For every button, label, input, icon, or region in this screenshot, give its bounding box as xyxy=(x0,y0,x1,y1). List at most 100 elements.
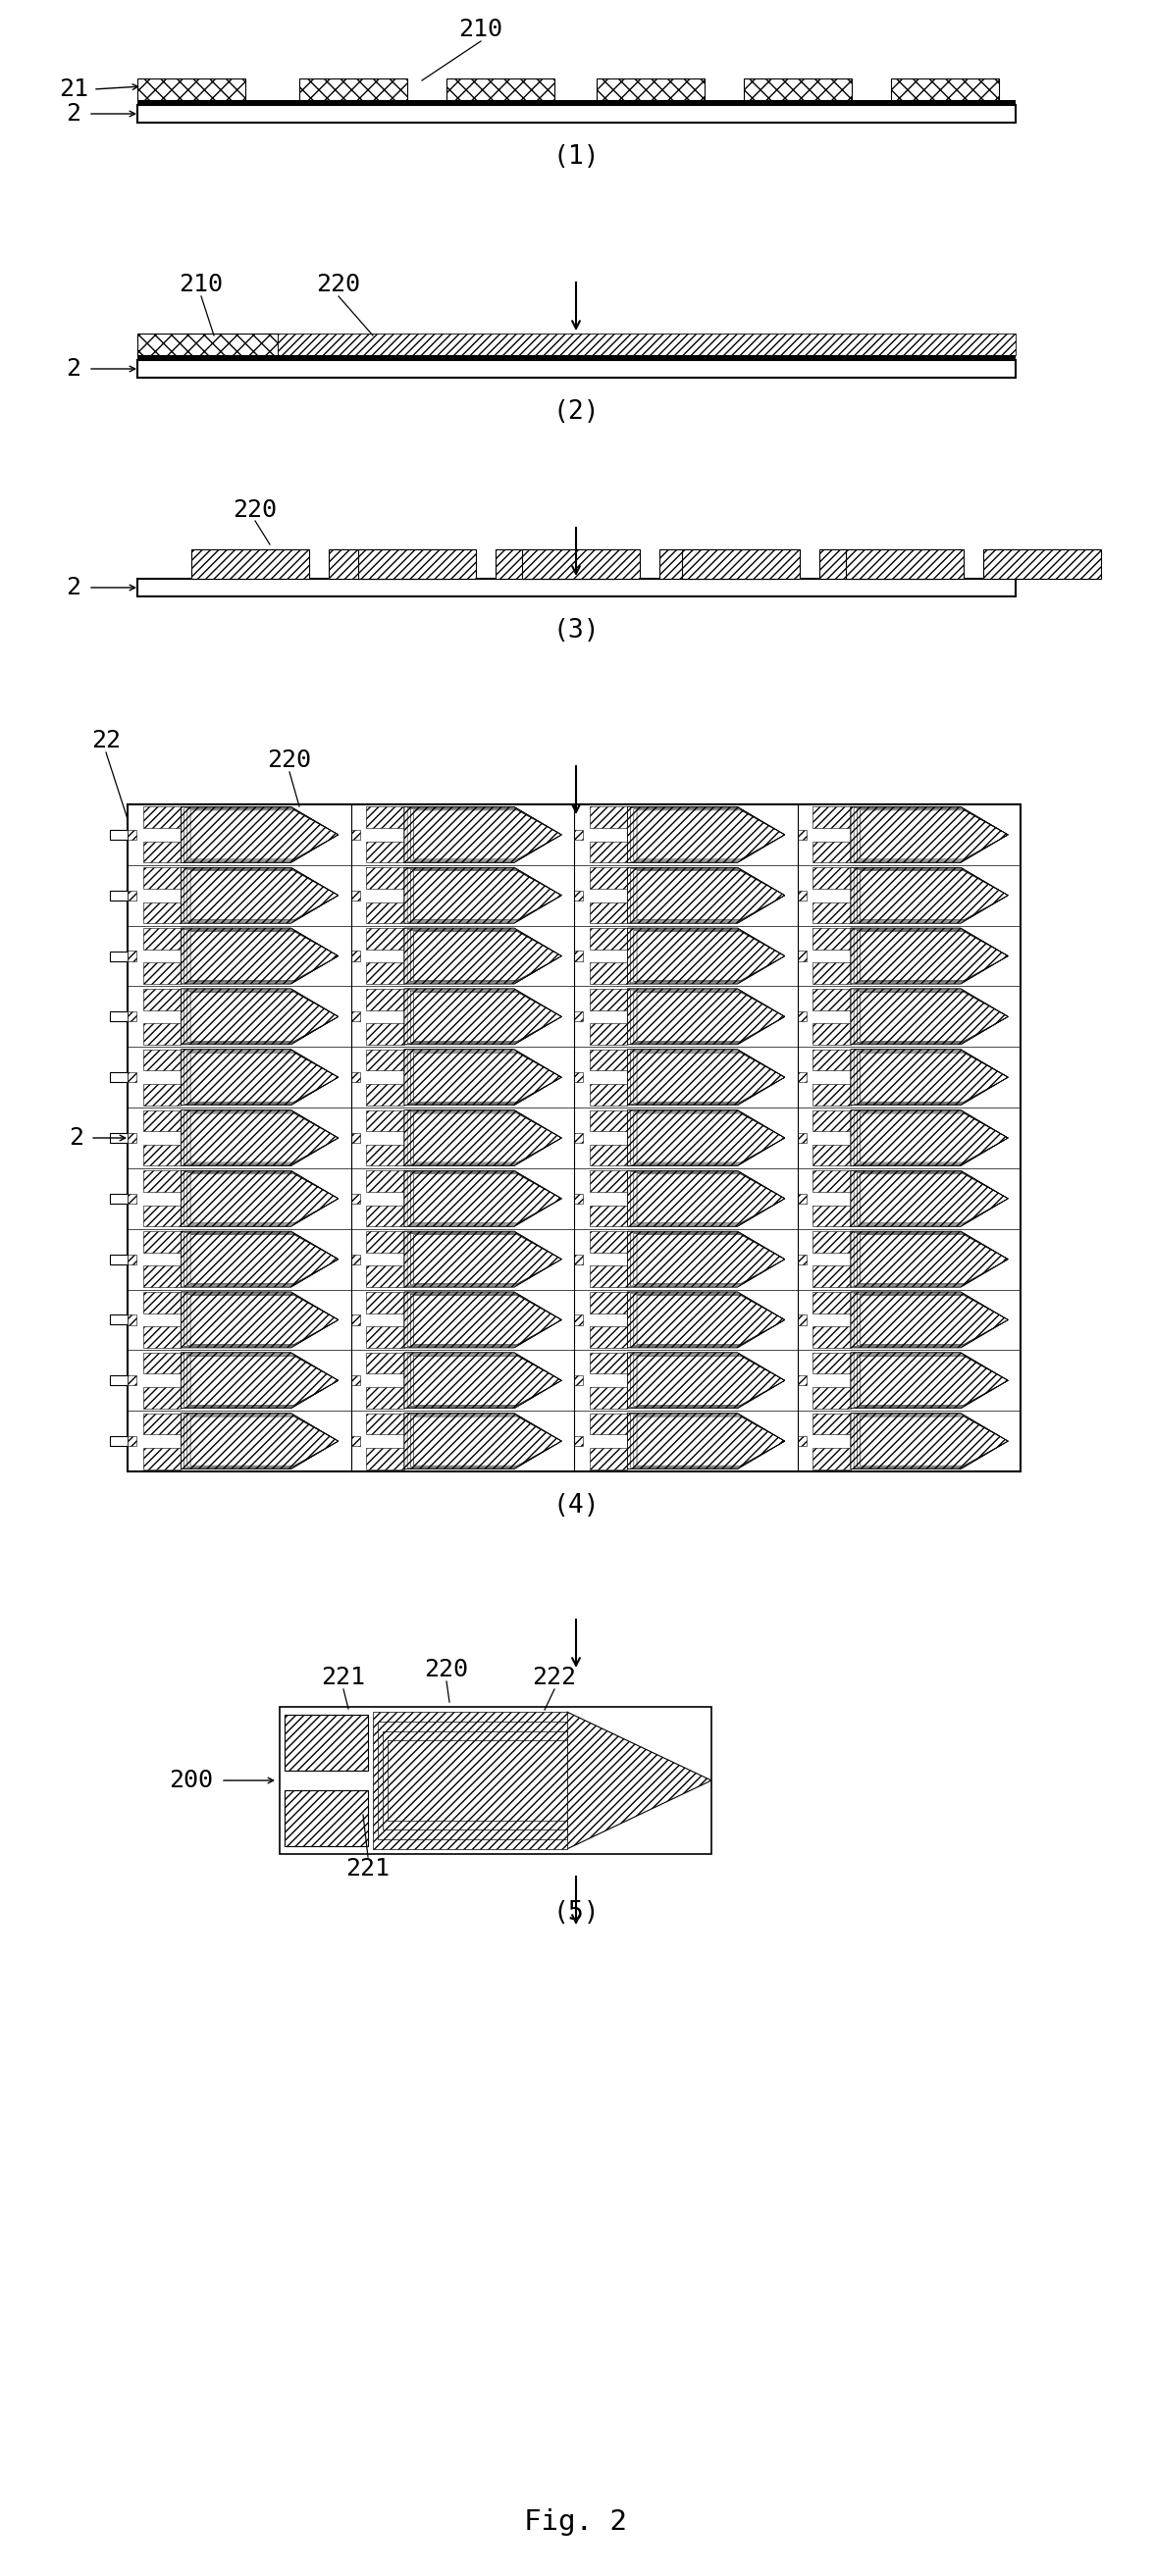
Bar xyxy=(589,1414,627,1435)
Bar xyxy=(813,1048,851,1072)
Bar xyxy=(387,1741,567,1821)
Polygon shape xyxy=(405,1352,562,1409)
Bar xyxy=(813,868,851,889)
Bar xyxy=(367,1231,405,1252)
Bar xyxy=(143,1293,181,1314)
Bar xyxy=(110,1437,128,1445)
Bar xyxy=(574,1255,583,1265)
Bar xyxy=(143,927,181,951)
Bar xyxy=(820,549,937,580)
Bar xyxy=(191,549,309,580)
Bar xyxy=(589,1144,627,1167)
Bar xyxy=(589,989,627,1010)
Polygon shape xyxy=(181,1110,338,1167)
Polygon shape xyxy=(627,927,785,984)
Bar xyxy=(351,951,360,961)
Bar xyxy=(137,77,246,100)
Text: 2: 2 xyxy=(69,1126,84,1149)
Text: 220: 220 xyxy=(316,273,361,296)
Bar xyxy=(367,1327,405,1347)
Polygon shape xyxy=(181,868,338,922)
Bar xyxy=(813,927,851,951)
Bar xyxy=(285,1716,368,1770)
Bar xyxy=(137,332,278,355)
Bar xyxy=(351,829,360,840)
Polygon shape xyxy=(851,1293,1008,1347)
Bar xyxy=(143,1448,181,1468)
Polygon shape xyxy=(627,1170,785,1226)
Bar xyxy=(143,902,181,922)
Bar xyxy=(143,1144,181,1167)
Bar xyxy=(813,1144,851,1167)
Polygon shape xyxy=(405,989,562,1043)
Bar xyxy=(143,1231,181,1252)
Text: 220: 220 xyxy=(233,497,277,523)
Polygon shape xyxy=(627,1048,785,1105)
Text: (2): (2) xyxy=(552,399,600,425)
Bar xyxy=(813,1206,851,1226)
Bar xyxy=(143,1048,181,1072)
Polygon shape xyxy=(567,1713,711,1850)
Bar xyxy=(110,829,128,840)
Bar xyxy=(589,1023,627,1043)
Text: 222: 222 xyxy=(533,1667,576,1690)
Polygon shape xyxy=(181,1293,338,1347)
Bar xyxy=(846,549,964,580)
Polygon shape xyxy=(181,1352,338,1409)
Bar xyxy=(110,1255,128,1265)
Bar xyxy=(589,902,627,922)
Bar xyxy=(589,1206,627,1226)
Bar xyxy=(797,829,806,840)
Bar xyxy=(589,963,627,984)
Bar xyxy=(574,1133,583,1144)
Bar xyxy=(813,1231,851,1252)
Bar xyxy=(522,549,640,580)
Polygon shape xyxy=(851,927,1008,984)
Bar xyxy=(143,1206,181,1226)
Polygon shape xyxy=(181,927,338,984)
Bar xyxy=(143,1386,181,1409)
Bar xyxy=(137,580,1016,598)
Text: 221: 221 xyxy=(322,1667,366,1690)
Bar xyxy=(367,963,405,984)
Bar xyxy=(797,1314,806,1324)
Bar xyxy=(813,1265,851,1288)
Bar xyxy=(813,902,851,922)
Bar xyxy=(797,1072,806,1082)
Bar xyxy=(143,1352,181,1373)
Polygon shape xyxy=(405,806,562,863)
Bar xyxy=(589,1386,627,1409)
Text: 210: 210 xyxy=(459,18,503,41)
Bar xyxy=(110,1133,128,1144)
Bar xyxy=(128,1012,136,1023)
Bar xyxy=(984,549,1101,580)
Bar xyxy=(367,1023,405,1043)
Bar xyxy=(589,1448,627,1468)
Text: 210: 210 xyxy=(179,273,224,296)
Bar xyxy=(128,951,136,961)
Bar xyxy=(797,1133,806,1144)
Bar xyxy=(367,1144,405,1167)
Bar xyxy=(128,1133,136,1144)
Polygon shape xyxy=(181,1231,338,1288)
Bar xyxy=(813,1023,851,1043)
Polygon shape xyxy=(851,1170,1008,1226)
Bar xyxy=(351,891,360,902)
Bar xyxy=(143,963,181,984)
Polygon shape xyxy=(851,989,1008,1043)
Text: 21: 21 xyxy=(59,77,89,100)
Bar xyxy=(574,1012,583,1023)
Bar xyxy=(110,1012,128,1023)
Polygon shape xyxy=(851,868,1008,922)
Bar xyxy=(589,806,627,827)
Bar xyxy=(143,1170,181,1193)
Text: 2: 2 xyxy=(66,358,81,381)
Bar xyxy=(367,1265,405,1288)
Bar xyxy=(143,806,181,827)
Bar xyxy=(367,1414,405,1435)
Bar xyxy=(367,842,405,863)
Bar xyxy=(128,804,1020,1471)
Polygon shape xyxy=(851,806,1008,863)
Polygon shape xyxy=(405,1414,562,1468)
Polygon shape xyxy=(851,1231,1008,1288)
